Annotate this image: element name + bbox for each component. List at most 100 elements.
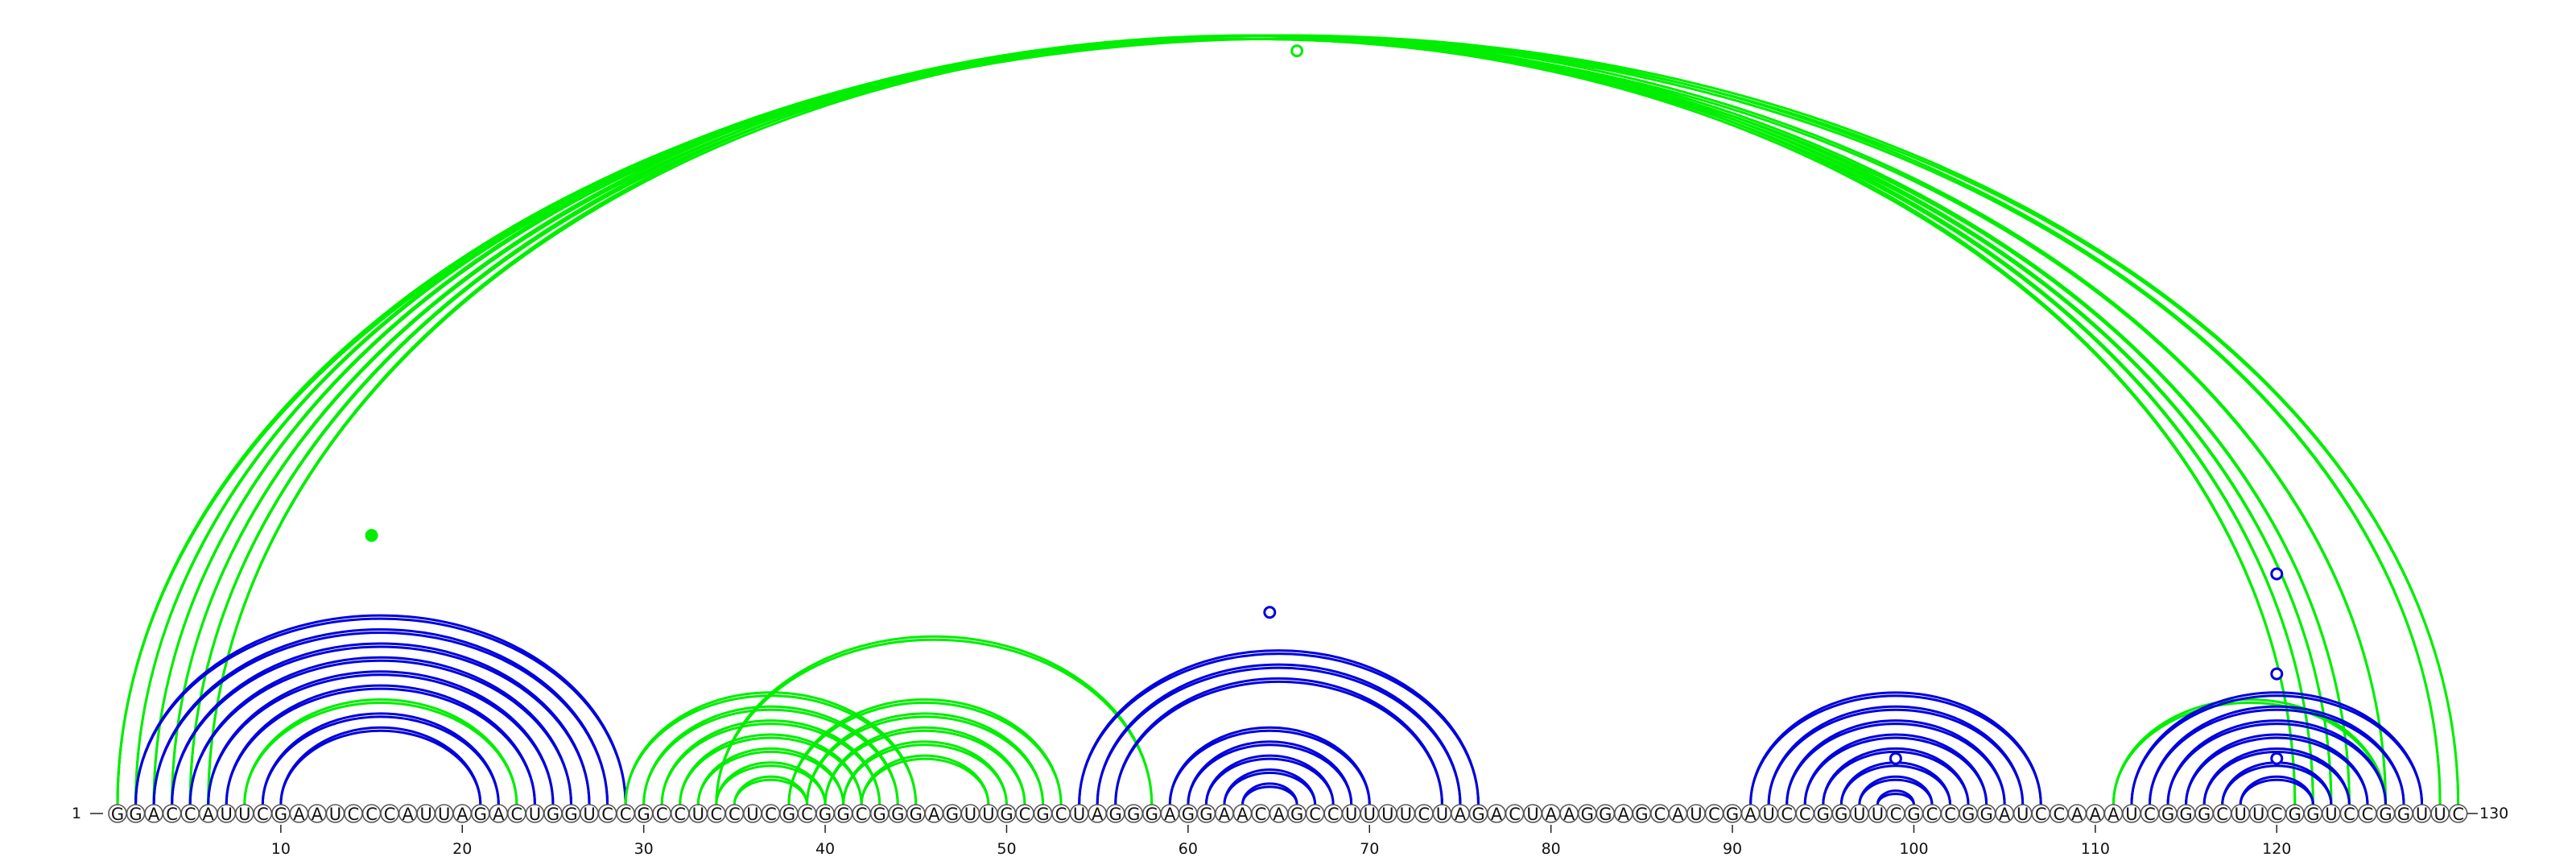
nucleotide-letter: C bbox=[1327, 805, 1340, 824]
tick-label: 110 bbox=[2081, 840, 2110, 857]
nucleotide-letter: A bbox=[1092, 805, 1104, 824]
nucleotide: A bbox=[1088, 804, 1107, 824]
nucleotide-letter: C bbox=[1509, 805, 1521, 824]
position-ticks: 10 20 30 40 50 60 70 80 90 100 110 120 bbox=[271, 825, 2291, 857]
nucleotide-letter: U bbox=[1853, 805, 1865, 824]
nucleotide: U bbox=[1432, 804, 1452, 824]
nucleotide: U bbox=[1868, 804, 1888, 824]
nucleotide-letter: U bbox=[746, 805, 758, 824]
nucleotide: C bbox=[2448, 804, 2468, 824]
nucleotide: U bbox=[979, 804, 998, 824]
base-pair-arc bbox=[261, 712, 500, 805]
nucleotide: G bbox=[2194, 804, 2214, 824]
nucleotide-letter: U bbox=[329, 805, 341, 824]
arc-stroke bbox=[715, 761, 827, 805]
arc-stroke bbox=[1822, 750, 1970, 805]
nucleotide: G bbox=[1959, 804, 1978, 824]
arc-stroke bbox=[679, 736, 863, 805]
nucleotide-letter: C bbox=[1926, 805, 1938, 824]
nucleotide-letter: A bbox=[1455, 805, 1467, 824]
nucleotide-letter: C bbox=[2035, 805, 2047, 824]
arc-marker bbox=[2270, 751, 2284, 765]
nucleotide-letter: G bbox=[1979, 805, 1992, 824]
nucleotide-letter: C bbox=[601, 805, 613, 824]
arc-stroke bbox=[243, 702, 518, 805]
nucleotide: C bbox=[1922, 804, 1942, 824]
nucleotide-letter: U bbox=[238, 805, 250, 824]
nucleotide-letter: C bbox=[365, 805, 378, 824]
nucleotide-letter: C bbox=[1708, 805, 1720, 824]
nucleotide: U bbox=[688, 804, 708, 824]
nucleotide-letter: C bbox=[2452, 805, 2464, 824]
nucleotide: A bbox=[1269, 804, 1289, 824]
arc-stroke bbox=[715, 638, 1154, 805]
sequence-axis: 1 130 bbox=[72, 805, 2508, 822]
nucleotide: C bbox=[2140, 804, 2160, 824]
nucleotide: A bbox=[924, 804, 944, 824]
nucleotide: G bbox=[833, 804, 853, 824]
nucleotide-letter: A bbox=[2071, 805, 2083, 824]
nucleotide-letter: U bbox=[221, 805, 233, 824]
nucleotide: G bbox=[1179, 804, 1198, 824]
nucleotide-letter: G bbox=[1599, 805, 1612, 824]
nucleotide: C bbox=[1940, 804, 1960, 824]
base-pair-arc bbox=[1096, 663, 1462, 805]
nucleotide: A bbox=[1232, 804, 1253, 824]
nucleotide: U bbox=[416, 804, 436, 824]
nucleotide-letter: G bbox=[564, 805, 577, 824]
tick-label: 40 bbox=[815, 840, 835, 857]
nucleotide: G bbox=[2303, 804, 2323, 824]
arc-stroke bbox=[824, 729, 1026, 805]
nucleotide: U bbox=[1396, 804, 1416, 824]
nucleotide-letter: U bbox=[1073, 805, 1085, 824]
nucleotide: U bbox=[2248, 804, 2268, 824]
nucleotide-letter: G bbox=[836, 805, 849, 824]
nucleotide-letter: C bbox=[384, 805, 396, 824]
nucleotide-letter: U bbox=[438, 805, 450, 824]
nucleotide-letter: U bbox=[1526, 805, 1538, 824]
arc-stroke bbox=[1785, 722, 2006, 805]
base-pair-arc bbox=[1204, 754, 1335, 805]
base-pair-arc bbox=[696, 747, 845, 805]
nucleotide-letter: A bbox=[1672, 805, 1684, 824]
nucleotide-letter: C bbox=[765, 805, 777, 824]
nucleotide-letter: A bbox=[1273, 805, 1285, 824]
nucleotide: G bbox=[1632, 804, 1652, 824]
nucleotide: G bbox=[1976, 804, 1996, 824]
arc-marker bbox=[2270, 567, 2284, 581]
nucleotide-letter: U bbox=[982, 805, 994, 824]
tick-label: 50 bbox=[997, 840, 1016, 857]
base-pair-arc bbox=[1822, 747, 1970, 805]
nucleotide: C bbox=[1323, 804, 1343, 824]
base-pair-arc bbox=[642, 705, 899, 805]
nucleotide: G bbox=[561, 804, 581, 824]
base-pair-arc bbox=[1187, 740, 1353, 805]
nucleotide-letter: C bbox=[1309, 805, 1321, 824]
nucleotide: C bbox=[852, 804, 871, 824]
nucleotide: C bbox=[670, 804, 690, 824]
arc-stroke bbox=[1187, 743, 1353, 805]
nucleotide-letter: G bbox=[2198, 805, 2211, 824]
nucleotide: G bbox=[543, 804, 563, 824]
nucleotide: G bbox=[1124, 804, 1144, 824]
arc-stroke bbox=[733, 778, 809, 805]
nucleotide: C bbox=[1251, 804, 1270, 824]
nucleotide: G bbox=[815, 804, 835, 824]
sequence-end-label: 130 bbox=[2479, 805, 2508, 822]
nucleotide: C bbox=[1305, 804, 1325, 824]
base-pair-arc bbox=[134, 34, 2387, 805]
arc-stroke bbox=[188, 659, 572, 805]
nucleotide-letter: G bbox=[275, 805, 287, 824]
nucleotide-letter: C bbox=[801, 805, 813, 824]
nucleotide-letter: U bbox=[419, 805, 431, 824]
nucleotide: A bbox=[2067, 804, 2087, 824]
arc-stroke bbox=[225, 687, 536, 805]
nucleotide: G bbox=[1723, 804, 1742, 824]
nucleotide-letter: C bbox=[1799, 805, 1811, 824]
nucleotide-letter: U bbox=[692, 805, 704, 824]
nucleotide: G bbox=[1105, 804, 1125, 824]
nucleotide-letter: G bbox=[638, 805, 650, 824]
nucleotide: G bbox=[888, 804, 908, 824]
nucleotide: G bbox=[1196, 804, 1216, 824]
nucleotide: A bbox=[1487, 804, 1506, 824]
